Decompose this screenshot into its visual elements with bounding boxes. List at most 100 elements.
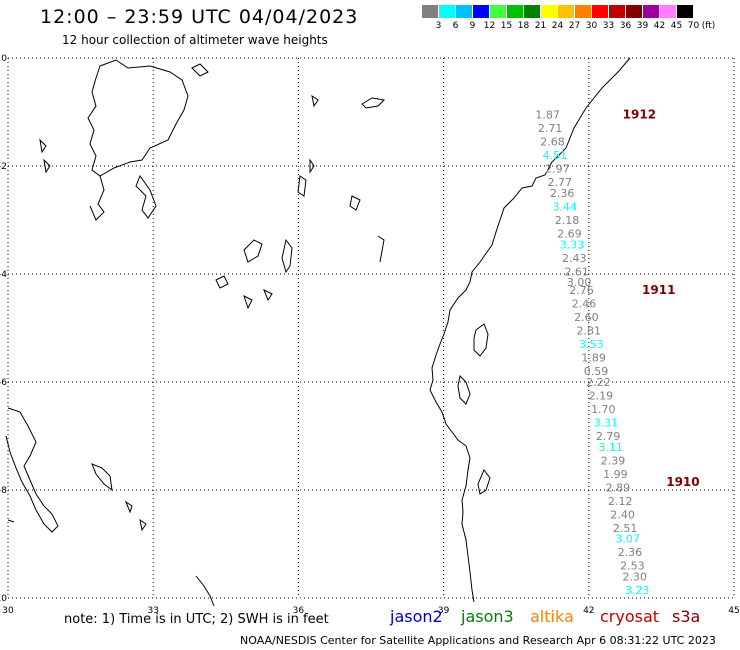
lake-victoria-south (135, 174, 157, 219)
wave-height-value: 1.89 (581, 352, 606, 365)
lake-fragment-10 (7, 519, 15, 523)
satellite-jason2: jason2 (390, 607, 443, 626)
lon-tick-label: 36 (293, 606, 305, 616)
color-scale-labels: 3 6 9 12 15 18 21 24 27 30 33 36 39 42 45 70 (ft) (422, 21, 740, 35)
scale-label: 70 (687, 21, 700, 31)
scale-swatch (456, 5, 473, 18)
scale-label: 6 (452, 21, 459, 31)
wave-height-value: 2.19 (589, 390, 614, 403)
lake-rukwa-north (215, 275, 229, 289)
wave-height-value: 2.22 (586, 376, 611, 389)
lat-tick-label: -6 (0, 378, 7, 388)
wave-height-value: 2.36 (618, 546, 643, 559)
island-mafia (457, 374, 471, 405)
wave-height-value: 2.97 (545, 163, 570, 176)
satellite-cryosat: cryosat (600, 607, 660, 626)
track-id-label: 1912 (623, 108, 656, 122)
wave-height-value: 0.59 (584, 365, 609, 378)
wave-height-value: 2.60 (574, 311, 599, 324)
map-subtitle: 12 hour collection of altimeter wave hei… (62, 33, 328, 47)
island-zanzibar (473, 323, 489, 357)
scale-label: 12 (483, 21, 496, 31)
wave-height-value: 2.39 (601, 454, 626, 467)
scale-swatch (592, 5, 609, 18)
wave-height-value: 2.68 (540, 136, 565, 149)
lon-tick-label: 30 (2, 606, 14, 616)
track-id-label: 1910 (666, 475, 699, 489)
map-grid (7, 57, 735, 599)
scale-label: 33 (602, 21, 615, 31)
lake-kitangiri (243, 239, 263, 263)
wave-height-value: 3.53 (579, 338, 604, 351)
lake-fragment-2 (263, 288, 273, 302)
scale-label: 39 (636, 21, 649, 31)
lake-fragment-4 (377, 235, 385, 263)
axis-tick-labels: 30 33 36 39 42 45 0 -2 -4 -6 -8 -10 (0, 54, 740, 616)
wave-height-value: 2.43 (562, 252, 587, 265)
lake-eyasi (297, 175, 307, 197)
satellite-s3a: s3a (672, 607, 701, 626)
lake-victoria (87, 59, 189, 177)
credit-line: NOAA/NESDIS Center for Satellite Applica… (240, 634, 716, 647)
lat-tick-label: -4 (0, 270, 7, 280)
wave-height-readings: 1.872.712.684.512.972.772.363.442.182.69… (535, 109, 649, 597)
wave-height-value: 2.36 (550, 187, 575, 200)
scale-swatch (643, 5, 660, 18)
wave-height-value: 2.53 (620, 560, 645, 573)
wave-height-value: 2.40 (610, 508, 635, 521)
scale-label: 15 (500, 21, 513, 31)
lake-manyara (349, 195, 361, 211)
wave-height-value: 3.33 (560, 238, 585, 251)
scale-swatch (660, 5, 677, 18)
island-pemba (477, 469, 491, 495)
lake-fragment-3 (309, 158, 315, 174)
lake-fragment-6 (39, 138, 47, 154)
scale-swatch (541, 5, 558, 18)
wave-height-value: 2.77 (548, 176, 573, 189)
wave-height-value: 2.12 (608, 495, 633, 508)
wave-height-value: 2.76 (569, 284, 594, 297)
scale-swatch (626, 5, 643, 18)
wave-height-value: 2.61 (564, 265, 589, 278)
satellite-altika: altika (530, 607, 574, 626)
lake-malawi-north (195, 575, 215, 607)
lat-tick-label: -8 (0, 486, 7, 496)
wave-height-value: 2.46 (572, 298, 597, 311)
scale-label: 24 (551, 21, 564, 31)
lon-tick-label: 45 (728, 606, 739, 616)
island-ukerewe (191, 63, 209, 77)
scale-label: 27 (568, 21, 581, 31)
scale-label: 45 (670, 21, 683, 31)
scale-unit: (ft) (701, 21, 716, 31)
track-labels: 1912 1911 1910 (623, 108, 700, 489)
lake-tanganyika (5, 407, 59, 533)
coastline (5, 57, 631, 607)
wave-height-value: 3.44 (552, 201, 577, 214)
wave-height-value: 1.87 (535, 109, 560, 122)
scale-swatch (609, 5, 626, 18)
lon-tick-label: 33 (147, 606, 158, 616)
wave-height-value: 2.30 (623, 570, 648, 583)
scale-label: 3 (435, 21, 442, 31)
wave-height-value: 3.11 (598, 441, 623, 454)
lon-tick-label: 42 (583, 606, 594, 616)
satellite-jason3: jason3 (461, 607, 514, 626)
lake-rukwa (91, 463, 113, 492)
wave-height-value: 3.07 (615, 533, 640, 546)
wave-height-value: 2.79 (596, 430, 621, 443)
scale-swatch (439, 5, 456, 18)
lake-fragment-1 (243, 295, 253, 310)
footnote: note: 1) Time is in UTC; 2) SWH is in fe… (64, 612, 329, 627)
scale-swatch (524, 5, 541, 18)
lat-tick-label: -10 (0, 594, 7, 604)
lake-natron (281, 238, 293, 274)
wave-height-value: 3.23 (625, 584, 650, 597)
scale-label: 18 (517, 21, 530, 31)
map-title: 12:00 – 23:59 UTC 04/04/2023 (40, 6, 359, 28)
coastline-mainland (429, 57, 631, 603)
scale-label: 30 (585, 21, 598, 31)
scale-swatch (575, 5, 592, 18)
lake-victoria-west (89, 175, 105, 221)
wave-height-value: 1.70 (591, 403, 616, 416)
